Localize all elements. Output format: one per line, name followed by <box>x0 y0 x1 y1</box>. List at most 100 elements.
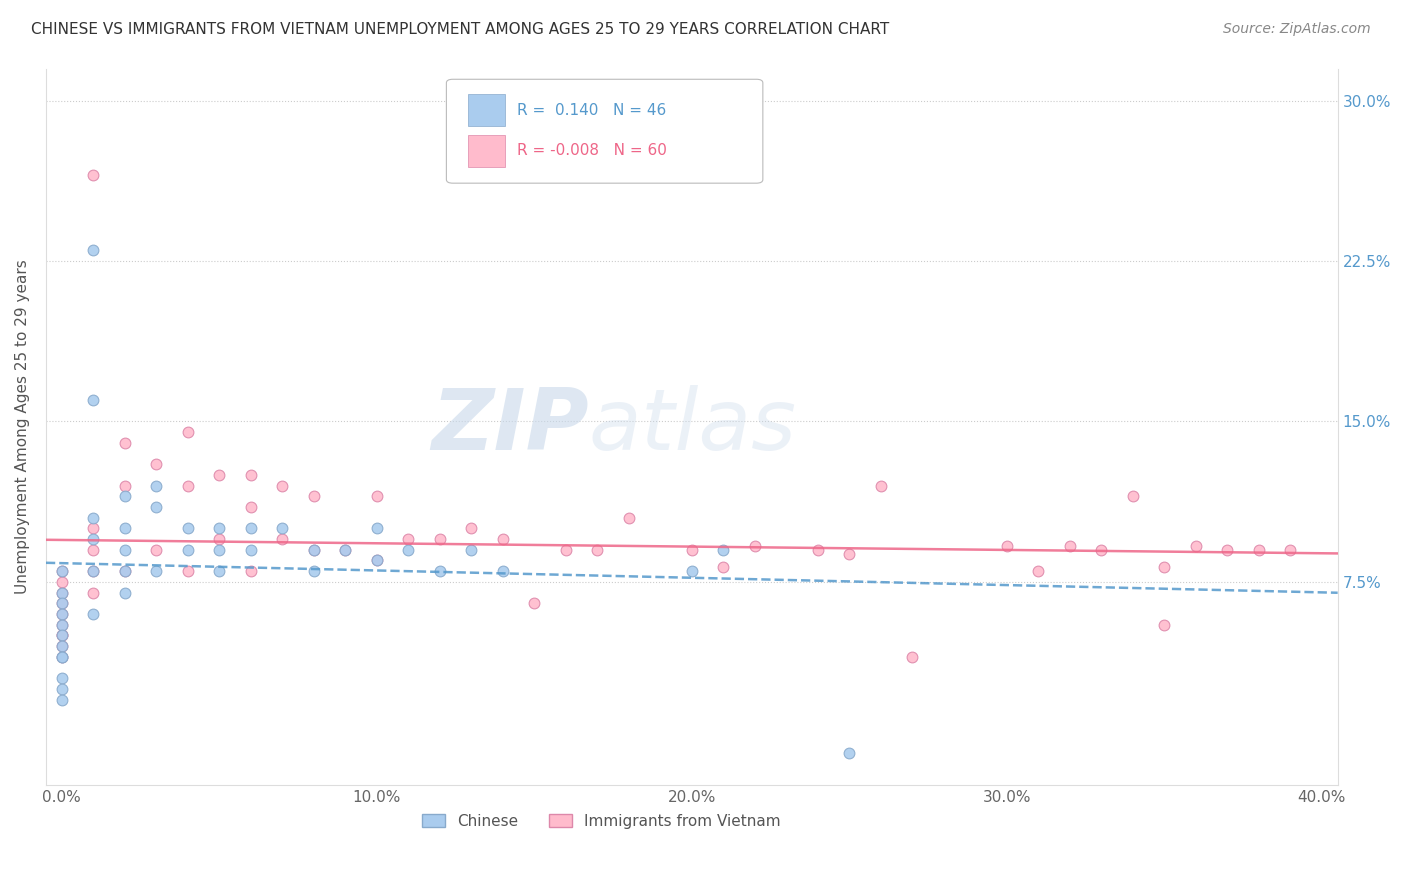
Bar <box>468 95 505 126</box>
Point <box>51 681 73 696</box>
Point <box>114 542 136 557</box>
Point <box>145 564 167 578</box>
Point <box>114 521 136 535</box>
Point <box>869 478 891 492</box>
Point <box>145 478 167 492</box>
Point <box>51 564 73 578</box>
Point <box>523 596 546 610</box>
Point <box>51 628 73 642</box>
Point <box>177 478 200 492</box>
Point <box>1122 489 1144 503</box>
Point <box>51 671 73 685</box>
Point <box>838 746 860 760</box>
Point <box>208 521 231 535</box>
FancyBboxPatch shape <box>446 79 763 183</box>
Point <box>366 553 388 567</box>
Point <box>114 489 136 503</box>
Point <box>145 457 167 471</box>
Point <box>82 393 104 408</box>
Point <box>995 539 1018 553</box>
Bar <box>468 136 505 167</box>
Text: R = -0.008   N = 60: R = -0.008 N = 60 <box>517 144 668 159</box>
Point <box>366 521 388 535</box>
Point <box>1059 539 1081 553</box>
Point <box>51 649 73 664</box>
Point <box>145 542 167 557</box>
Point <box>51 628 73 642</box>
Text: R =  0.140   N = 46: R = 0.140 N = 46 <box>517 103 666 118</box>
Point <box>208 532 231 546</box>
Point <box>51 596 73 610</box>
Point <box>429 564 451 578</box>
Point <box>82 510 104 524</box>
Point <box>51 692 73 706</box>
Point <box>1153 560 1175 574</box>
Point <box>208 542 231 557</box>
Y-axis label: Unemployment Among Ages 25 to 29 years: Unemployment Among Ages 25 to 29 years <box>15 260 30 594</box>
Point <box>681 542 703 557</box>
Text: ZIP: ZIP <box>430 385 589 468</box>
Point <box>1028 564 1050 578</box>
Point <box>1216 542 1239 557</box>
Point <box>51 607 73 621</box>
Point <box>302 489 325 503</box>
Point <box>51 649 73 664</box>
Point <box>51 639 73 653</box>
Point <box>208 564 231 578</box>
Point <box>492 564 515 578</box>
Point <box>82 607 104 621</box>
Point <box>82 532 104 546</box>
Point <box>51 617 73 632</box>
Point <box>82 169 104 183</box>
Point <box>1153 617 1175 632</box>
Point <box>554 542 576 557</box>
Point <box>51 596 73 610</box>
Point <box>335 542 357 557</box>
Point <box>51 649 73 664</box>
Point <box>51 607 73 621</box>
Point <box>711 560 734 574</box>
Point <box>1090 542 1112 557</box>
Point <box>114 585 136 599</box>
Point <box>366 489 388 503</box>
Point <box>114 435 136 450</box>
Point <box>177 564 200 578</box>
Point <box>617 510 640 524</box>
Point <box>82 564 104 578</box>
Point <box>429 532 451 546</box>
Point <box>711 542 734 557</box>
Point <box>586 542 609 557</box>
Point <box>82 521 104 535</box>
Point <box>51 585 73 599</box>
Point <box>51 639 73 653</box>
Point <box>1279 542 1302 557</box>
Point <box>51 628 73 642</box>
Point <box>302 564 325 578</box>
Point <box>177 542 200 557</box>
Point <box>51 617 73 632</box>
Point <box>492 532 515 546</box>
Point <box>239 564 262 578</box>
Point <box>271 478 294 492</box>
Point <box>114 478 136 492</box>
Point <box>239 542 262 557</box>
Point <box>114 564 136 578</box>
Point <box>396 542 419 557</box>
Point <box>239 500 262 514</box>
Point <box>114 564 136 578</box>
Point <box>1185 539 1208 553</box>
Point <box>681 564 703 578</box>
Point <box>335 542 357 557</box>
Point <box>145 500 167 514</box>
Point <box>744 539 766 553</box>
Text: atlas: atlas <box>589 385 796 468</box>
Point <box>271 521 294 535</box>
Point <box>208 467 231 482</box>
Point <box>82 244 104 258</box>
Point <box>901 649 924 664</box>
Text: CHINESE VS IMMIGRANTS FROM VIETNAM UNEMPLOYMENT AMONG AGES 25 TO 29 YEARS CORREL: CHINESE VS IMMIGRANTS FROM VIETNAM UNEMP… <box>31 22 889 37</box>
Point <box>82 585 104 599</box>
Point <box>807 542 830 557</box>
Point <box>51 585 73 599</box>
Point <box>302 542 325 557</box>
